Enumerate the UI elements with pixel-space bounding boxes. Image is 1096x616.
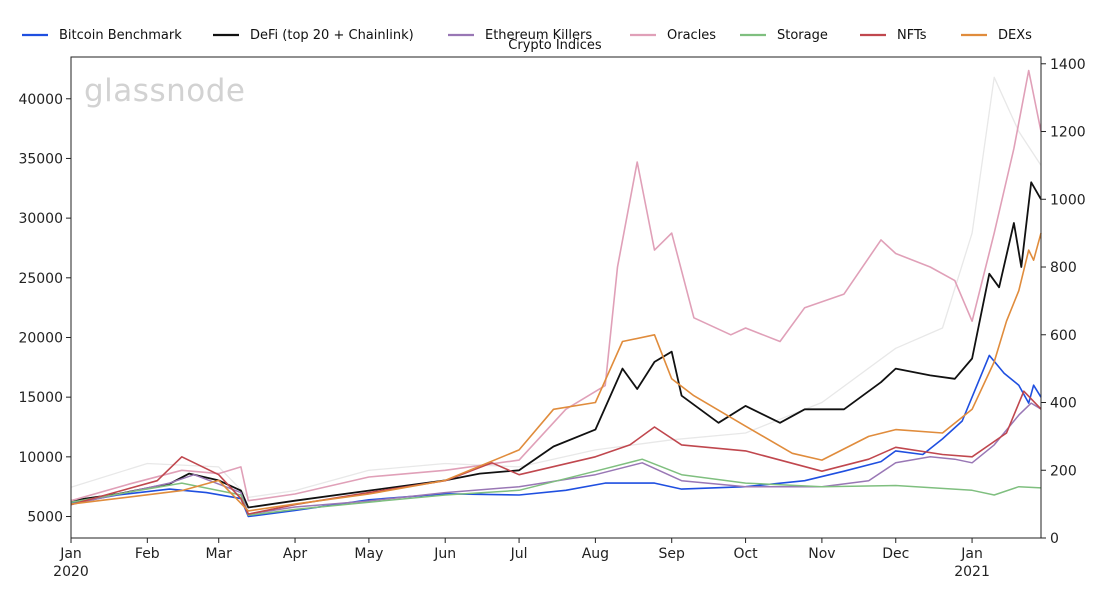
plot-frame [70,56,1042,539]
series-line-bitcoin-benchmark [70,354,1042,518]
x-tick-label: Sep [659,546,686,562]
y-left-tick-label: 35000 [18,151,63,167]
legend-item-defi-top-20-chainlink: DeFi (top 20 + Chainlink) [213,28,414,43]
y-right-tick-label: 800 [1050,260,1077,276]
y-left-tick-label: 15000 [18,390,63,406]
x-tick-label: Jan [960,546,983,562]
x-tick-label: Jan [59,546,82,562]
y-left-tick-label: 40000 [18,92,63,108]
series-line-defi-top-20-chainlink [70,181,1042,509]
legend-label: Storage [777,28,828,43]
legend-label: DeFi (top 20 + Chainlink) [250,28,414,43]
x-tick-label: Mar [206,546,233,562]
legend: Bitcoin Benchmark DeFi (top 20 + Chainlin… [22,28,1032,43]
y-left-tick-label: 20000 [18,330,63,346]
legend-label: NFTs [897,28,927,43]
legend-label: DEXs [998,28,1032,43]
y-right-tick-label: 200 [1050,463,1077,479]
series-line-storage [70,458,1042,517]
x-tick-label: Nov [808,546,835,562]
legend-item-storage: Storage [740,28,828,43]
y-right-tick-label: 600 [1050,328,1077,344]
legend-label: Oracles [667,28,716,43]
x-tick-label: Jun [433,546,456,562]
legend-item-nfts: NFTs [860,28,927,43]
watermark-text: glassnode [84,73,245,109]
legend-item-dexs: DEXs [961,28,1032,43]
y-right-tick-label: 1200 [1050,125,1086,141]
legend-item-bitcoin-benchmark: Bitcoin Benchmark [22,28,182,43]
y-left-tick-label: 10000 [18,450,63,466]
y-right-tick-label: 0 [1050,531,1059,547]
x-tick-label: Jul [510,546,528,562]
x-tick-year-label: 2020 [53,564,89,580]
y-right-tick-label: 1400 [1050,57,1086,73]
x-tick-label: Feb [135,546,160,562]
series-line-unlabeled [70,76,1042,499]
series-layer [70,69,1042,518]
series-line-oracles [70,69,1042,502]
y-right-tick-label: 1000 [1050,192,1086,208]
x-tick-label: Dec [882,546,909,562]
x-tick-label: Apr [283,546,307,562]
y-left-tick-label: 5000 [27,510,63,526]
legend-label: Bitcoin Benchmark [59,28,182,43]
y-left-tick-label: 25000 [18,271,63,287]
legend-item-oracles: Oracles [630,28,716,43]
x-tick-label: Aug [582,546,609,562]
legend-label: Ethereum Killers [485,28,592,43]
legend-item-ethereum-killers: Ethereum Killers [448,28,592,43]
axis-layer: 5000 10000 15000 20000 25000 30000 35000 40000 0… [18,57,1085,580]
y-right-tick-label: 400 [1050,396,1077,412]
series-line-dexs [70,232,1042,512]
y-left-tick-label: 30000 [18,211,63,227]
x-tick-year-label: 2021 [954,564,990,580]
series-line-nfts [70,390,1042,515]
x-tick-label: Oct [733,546,758,562]
x-tick-label: May [354,546,383,562]
chart-title: Crypto Indices [508,38,602,53]
